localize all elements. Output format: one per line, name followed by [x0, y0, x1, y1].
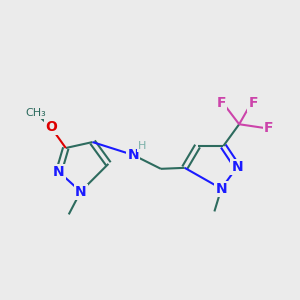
- Text: N: N: [53, 165, 65, 179]
- Text: CH₃: CH₃: [26, 108, 46, 118]
- Text: O: O: [45, 120, 57, 134]
- Text: N: N: [231, 160, 243, 174]
- Text: H: H: [138, 141, 146, 151]
- Text: N: N: [215, 182, 227, 196]
- Text: F: F: [264, 121, 274, 135]
- Text: methoxy: methoxy: [31, 112, 37, 113]
- Text: F: F: [217, 96, 226, 110]
- Text: N: N: [127, 148, 139, 162]
- Text: F: F: [248, 96, 258, 110]
- Text: N: N: [75, 184, 86, 199]
